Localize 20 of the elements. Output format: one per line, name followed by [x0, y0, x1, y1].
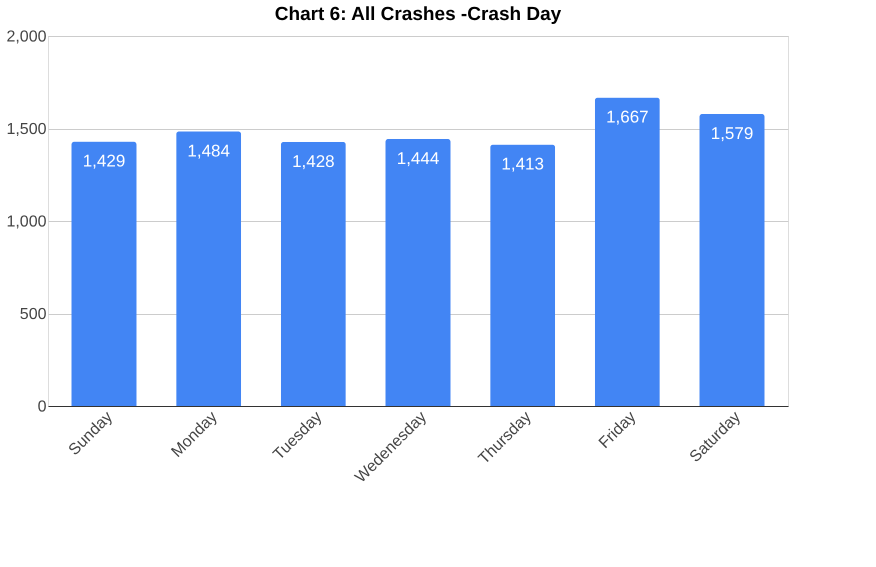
y-tick-label: 1,000 — [6, 214, 47, 230]
data-label: 1,413 — [501, 154, 544, 174]
data-label: 1,667 — [606, 108, 649, 127]
y-tick-label: 2,000 — [6, 28, 47, 46]
bar — [490, 144, 556, 406]
data-label: 1,429 — [82, 152, 126, 171]
bar — [71, 142, 136, 406]
y-tick-label: 0 — [38, 398, 47, 416]
data-label: 1,484 — [187, 141, 230, 160]
bar — [386, 138, 450, 406]
bar — [176, 131, 242, 406]
y-tick-label: 1,500 — [6, 121, 47, 138]
data-label: 1,444 — [396, 148, 440, 168]
y-tick-label: 500 — [20, 306, 47, 323]
bar — [594, 98, 660, 406]
bar — [700, 114, 765, 406]
data-label: 1,428 — [292, 152, 335, 171]
data-label: 1,579 — [710, 124, 754, 143]
chart-title: Chart 6: All Crashes -Crash Day — [274, 4, 562, 25]
bar — [280, 142, 346, 406]
